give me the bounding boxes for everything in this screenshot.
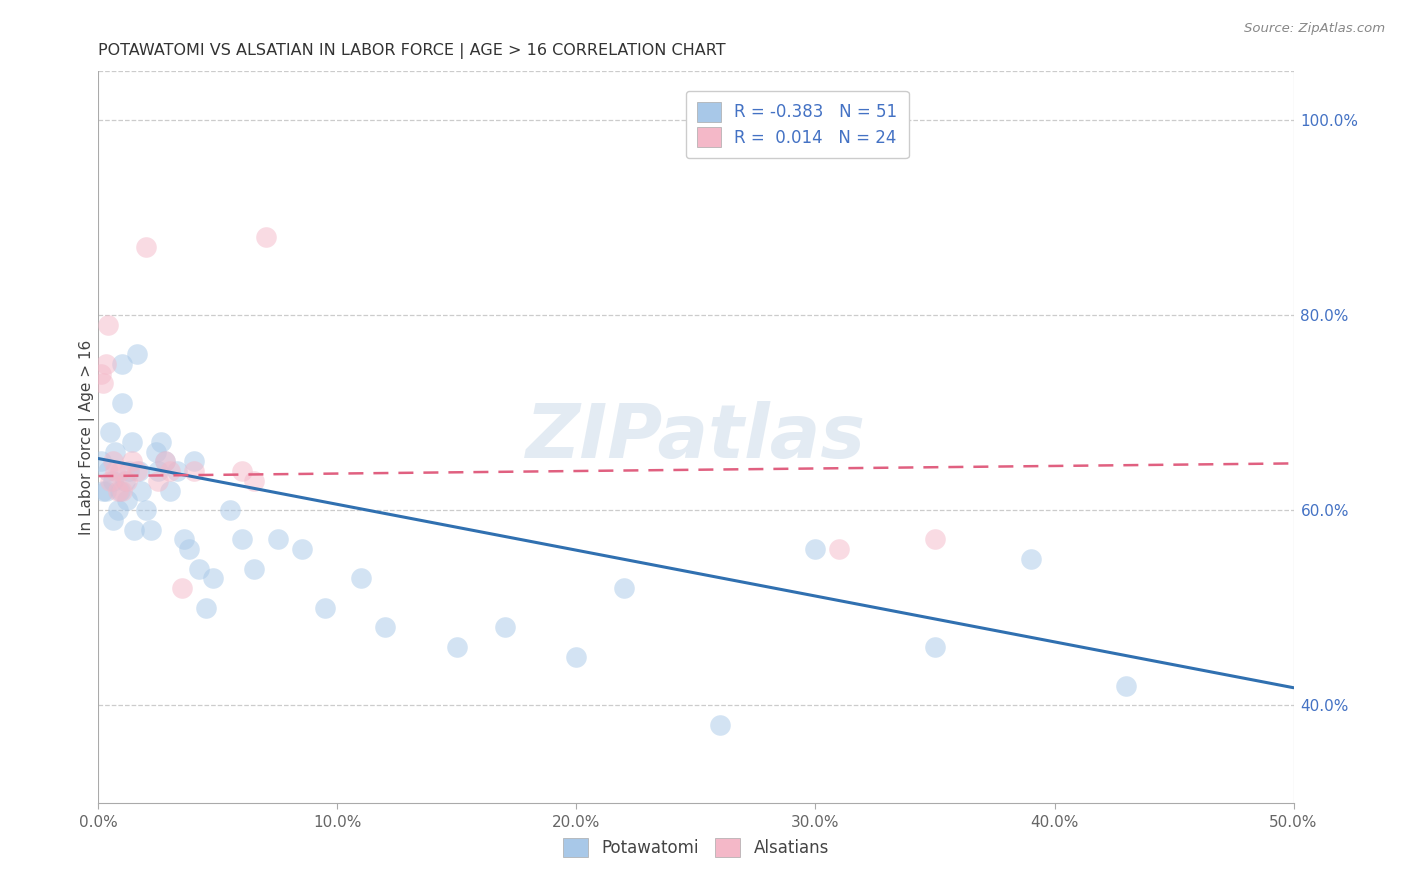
Point <box>121 434 143 449</box>
Point <box>98 425 122 440</box>
Point <box>139 523 162 537</box>
Point <box>125 347 148 361</box>
Point <box>924 640 946 654</box>
Point <box>231 533 253 547</box>
Point <box>267 533 290 547</box>
Point <box>111 483 134 498</box>
Point <box>135 240 157 254</box>
Point <box>101 454 124 468</box>
Point <box>828 542 851 557</box>
Point <box>924 533 946 547</box>
Point <box>231 464 253 478</box>
Point <box>90 367 112 381</box>
Point <box>91 483 114 498</box>
Legend: Potawatomi, Alsatians: Potawatomi, Alsatians <box>557 831 835 864</box>
Point <box>166 464 188 478</box>
Point <box>374 620 396 634</box>
Point <box>145 444 167 458</box>
Point <box>115 474 138 488</box>
Point <box>172 581 194 595</box>
Point <box>118 464 141 478</box>
Point <box>108 464 131 478</box>
Point <box>94 483 117 498</box>
Point <box>291 542 314 557</box>
Point <box>183 464 205 478</box>
Point <box>804 542 827 557</box>
Point <box>155 454 177 468</box>
Point <box>194 600 218 615</box>
Text: ZIPatlas: ZIPatlas <box>526 401 866 474</box>
Point <box>187 562 209 576</box>
Point <box>131 483 153 498</box>
Y-axis label: In Labor Force | Age > 16: In Labor Force | Age > 16 <box>79 340 96 534</box>
Point <box>111 357 134 371</box>
Point <box>135 503 157 517</box>
Point <box>94 357 117 371</box>
Point <box>128 464 150 478</box>
Point <box>315 600 337 615</box>
Point <box>104 464 127 478</box>
Point <box>155 454 177 468</box>
Point <box>98 474 122 488</box>
Point <box>494 620 516 634</box>
Point <box>254 230 277 244</box>
Point <box>148 474 170 488</box>
Point <box>114 474 136 488</box>
Point <box>149 434 172 449</box>
Point <box>1115 679 1137 693</box>
Text: Source: ZipAtlas.com: Source: ZipAtlas.com <box>1244 22 1385 36</box>
Point <box>159 464 181 478</box>
Point <box>159 483 181 498</box>
Point <box>125 464 148 478</box>
Point <box>243 474 266 488</box>
Point <box>97 318 120 332</box>
Point <box>90 454 112 468</box>
Text: POTAWATOMI VS ALSATIAN IN LABOR FORCE | AGE > 16 CORRELATION CHART: POTAWATOMI VS ALSATIAN IN LABOR FORCE | … <box>98 43 725 59</box>
Point <box>115 493 138 508</box>
Point <box>243 562 266 576</box>
Point <box>202 572 225 586</box>
Point <box>446 640 468 654</box>
Point <box>107 503 129 517</box>
Point <box>219 503 242 517</box>
Point <box>101 513 124 527</box>
Point <box>709 718 731 732</box>
Point <box>107 483 129 498</box>
Point <box>179 542 201 557</box>
Point <box>565 649 588 664</box>
Point <box>350 572 373 586</box>
Point <box>183 454 205 468</box>
Point <box>121 454 143 468</box>
Point <box>91 376 114 391</box>
Point <box>97 464 120 478</box>
Point <box>108 483 131 498</box>
Point <box>173 533 195 547</box>
Point <box>613 581 636 595</box>
Point <box>101 474 124 488</box>
Point <box>1019 552 1042 566</box>
Point <box>104 444 127 458</box>
Point <box>111 396 134 410</box>
Point <box>148 464 170 478</box>
Point <box>124 523 146 537</box>
